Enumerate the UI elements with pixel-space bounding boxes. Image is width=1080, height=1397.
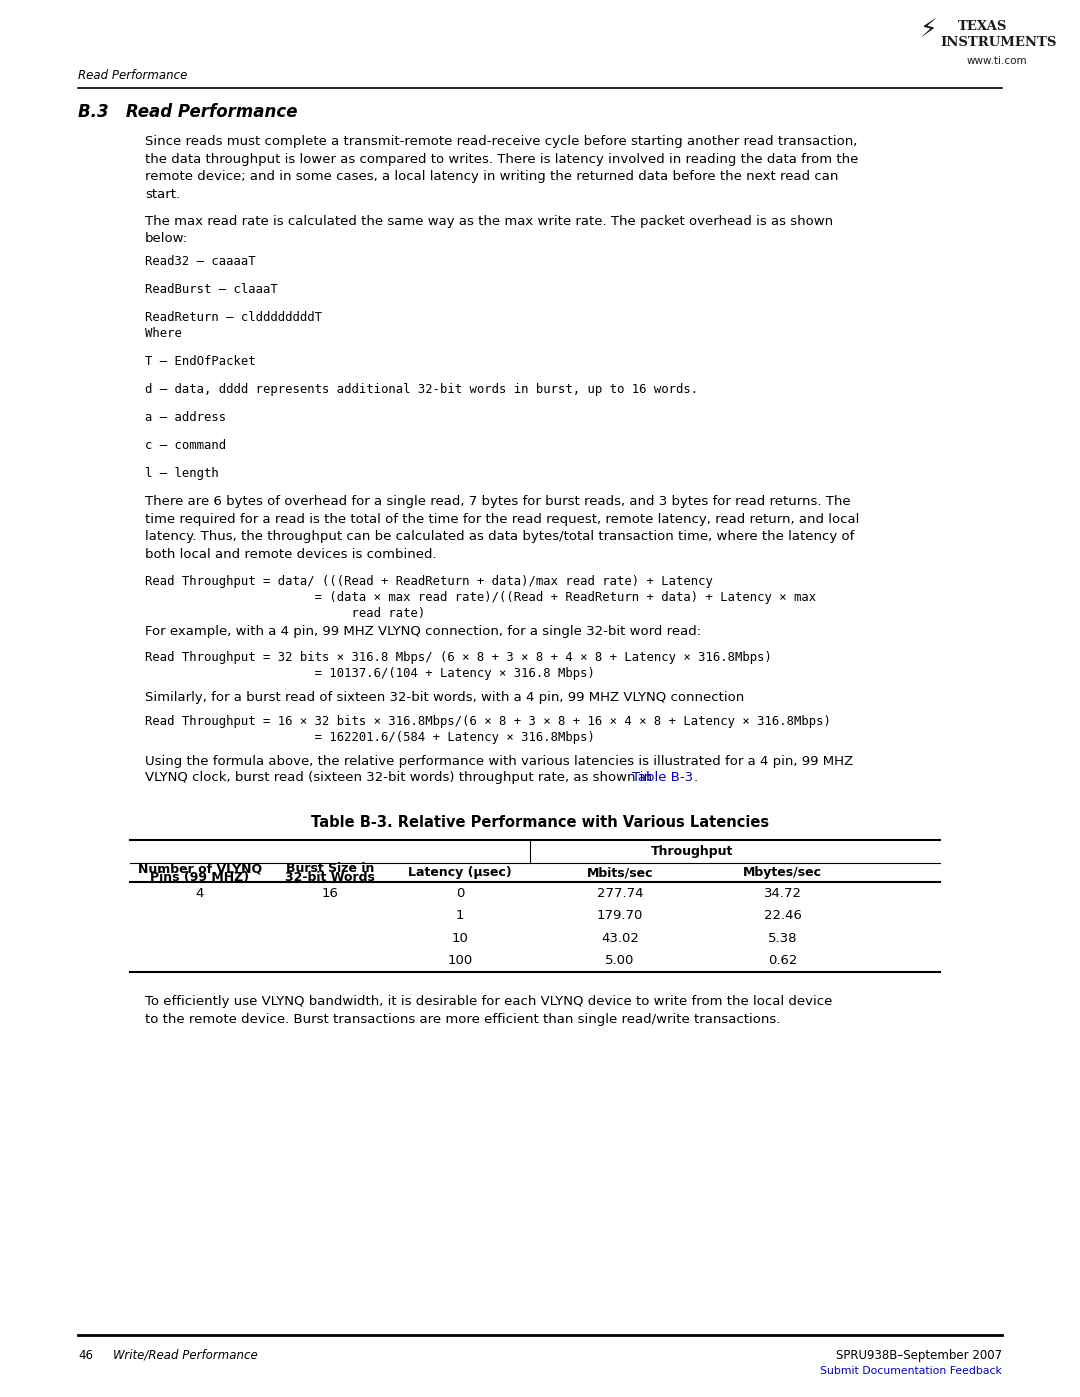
Text: Mbytes/sec: Mbytes/sec [743, 866, 822, 879]
Text: .: . [694, 771, 698, 784]
Text: 46: 46 [78, 1350, 93, 1362]
Text: ReadReturn – clddddddddT: ReadReturn – clddddddddT [145, 312, 322, 324]
Text: TEXAS: TEXAS [958, 20, 1008, 34]
Text: Using the formula above, the relative performance with various latencies is illu: Using the formula above, the relative pe… [145, 754, 853, 768]
Text: 16: 16 [322, 887, 338, 900]
Text: VLYNQ clock, burst read (sixteen 32-bit words) throughput rate, as shown in: VLYNQ clock, burst read (sixteen 32-bit … [145, 771, 657, 784]
Text: Read Throughput = 16 × 32 bits × 316.8Mbps/(6 × 8 + 3 × 8 + 16 × 4 × 8 + Latency: Read Throughput = 16 × 32 bits × 316.8Mb… [145, 715, 831, 728]
Text: d – data, dddd represents additional 32-bit words in burst, up to 16 words.: d – data, dddd represents additional 32-… [145, 383, 698, 395]
Text: read rate): read rate) [145, 608, 426, 620]
Text: INSTRUMENTS: INSTRUMENTS [940, 36, 1056, 49]
Text: For example, with a 4 pin, 99 MHZ VLYNQ connection, for a single 32-bit word rea: For example, with a 4 pin, 99 MHZ VLYNQ … [145, 624, 701, 638]
Text: Table B-3. Relative Performance with Various Latencies: Table B-3. Relative Performance with Var… [311, 814, 769, 830]
Text: Read32 – caaaaT: Read32 – caaaaT [145, 256, 256, 268]
Text: 1: 1 [456, 909, 464, 922]
Text: Since reads must complete a transmit-remote read-receive cycle before starting a: Since reads must complete a transmit-rem… [145, 136, 859, 201]
Text: 0: 0 [456, 887, 464, 900]
Text: Throughput: Throughput [651, 845, 733, 858]
Text: 0.62: 0.62 [768, 954, 797, 967]
Text: 4: 4 [195, 887, 204, 900]
Text: To efficiently use VLYNQ bandwidth, it is desirable for each VLYNQ device to wri: To efficiently use VLYNQ bandwidth, it i… [145, 995, 833, 1025]
Text: Burst Size in: Burst Size in [286, 862, 374, 875]
Text: Read Throughput = 32 bits × 316.8 Mbps/ (6 × 8 + 3 × 8 + 4 × 8 + Latency × 316.8: Read Throughput = 32 bits × 316.8 Mbps/ … [145, 651, 772, 664]
Text: 277.74: 277.74 [597, 887, 644, 900]
Text: 34.72: 34.72 [764, 887, 801, 900]
Text: = 10137.6/(104 + Latency × 316.8 Mbps): = 10137.6/(104 + Latency × 316.8 Mbps) [145, 666, 595, 680]
Text: Write/Read Performance: Write/Read Performance [113, 1350, 258, 1362]
Text: 5.00: 5.00 [605, 954, 635, 967]
Text: Submit Documentation Feedback: Submit Documentation Feedback [820, 1366, 1002, 1376]
Text: Read Throughput = data/ (((Read + ReadReturn + data)/max read rate) + Latency: Read Throughput = data/ (((Read + ReadRe… [145, 576, 713, 588]
Text: www.ti.com: www.ti.com [967, 56, 1028, 66]
Text: = (data × max read rate)/((Read + ReadReturn + data) + Latency × max: = (data × max read rate)/((Read + ReadRe… [145, 591, 816, 604]
Text: SPRU938B–September 2007: SPRU938B–September 2007 [836, 1350, 1002, 1362]
Text: The max read rate is calculated the same way as the max write rate. The packet o: The max read rate is calculated the same… [145, 215, 833, 246]
Text: 5.38: 5.38 [768, 932, 797, 944]
Text: 100: 100 [447, 954, 473, 967]
Text: 22.46: 22.46 [764, 909, 801, 922]
Text: Where: Where [145, 327, 181, 339]
Text: a – address: a – address [145, 411, 226, 425]
Text: 43.02: 43.02 [602, 932, 639, 944]
Text: Table B-3: Table B-3 [632, 771, 693, 784]
Text: B.3   Read Performance: B.3 Read Performance [78, 103, 297, 122]
Text: Read Performance: Read Performance [78, 68, 187, 82]
Text: ReadBurst – claaaT: ReadBurst – claaaT [145, 284, 278, 296]
Text: There are 6 bytes of overhead for a single read, 7 bytes for burst reads, and 3 : There are 6 bytes of overhead for a sing… [145, 495, 860, 560]
Text: 10: 10 [451, 932, 469, 944]
Text: Similarly, for a burst read of sixteen 32-bit words, with a 4 pin, 99 MHZ VLYNQ : Similarly, for a burst read of sixteen 3… [145, 692, 744, 704]
Text: 179.70: 179.70 [597, 909, 644, 922]
Text: c – command: c – command [145, 439, 226, 453]
Text: Number of VLYNQ: Number of VLYNQ [138, 862, 262, 875]
Text: Mbits/sec: Mbits/sec [586, 866, 653, 879]
Text: T – EndOfPacket: T – EndOfPacket [145, 355, 256, 367]
Text: l – length: l – length [145, 467, 219, 481]
Text: Latency (µsec): Latency (µsec) [408, 866, 512, 879]
Text: = 162201.6/(584 + Latency × 316.8Mbps): = 162201.6/(584 + Latency × 316.8Mbps) [145, 731, 595, 745]
Text: Pins (99 MHZ): Pins (99 MHZ) [150, 870, 249, 884]
Text: 32-bit Words: 32-bit Words [285, 870, 375, 884]
Text: ⚡: ⚡ [920, 18, 937, 42]
